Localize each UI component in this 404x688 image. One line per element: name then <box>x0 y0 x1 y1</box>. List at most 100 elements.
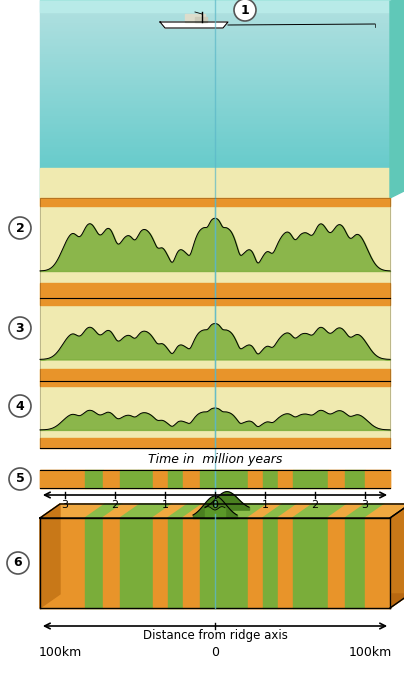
Bar <box>40 94 390 95</box>
Bar <box>40 89 390 90</box>
Bar <box>278 470 292 488</box>
Bar <box>40 47 390 48</box>
Bar <box>40 108 390 109</box>
Bar <box>40 20 390 21</box>
Bar <box>120 470 137 488</box>
Bar <box>40 146 390 147</box>
Bar <box>40 62 390 63</box>
Bar <box>40 111 390 112</box>
Bar <box>40 0 390 1</box>
Bar <box>40 141 390 142</box>
Bar <box>40 25 390 26</box>
Bar <box>263 518 278 608</box>
Bar <box>40 106 390 107</box>
Bar <box>365 470 390 488</box>
Bar <box>40 143 390 144</box>
Bar <box>40 21 390 22</box>
Bar <box>40 170 390 171</box>
Polygon shape <box>120 504 158 518</box>
Bar <box>40 190 390 191</box>
Bar <box>40 438 390 448</box>
Bar <box>40 173 390 174</box>
Bar <box>40 188 390 189</box>
Bar <box>40 189 390 190</box>
Bar <box>40 31 390 32</box>
Bar <box>40 27 390 28</box>
Bar <box>40 128 390 129</box>
Bar <box>183 470 200 488</box>
Bar <box>40 132 390 133</box>
Bar <box>328 518 345 608</box>
Bar <box>40 151 390 152</box>
Text: 5: 5 <box>16 473 24 486</box>
Bar <box>65 470 85 488</box>
Bar <box>40 168 390 198</box>
Bar <box>168 518 183 608</box>
Bar <box>40 52 390 53</box>
Bar <box>40 192 390 193</box>
Polygon shape <box>200 504 235 518</box>
Polygon shape <box>345 504 385 518</box>
Bar <box>40 99 390 100</box>
Bar <box>40 172 390 173</box>
Bar <box>120 518 137 608</box>
Text: 1: 1 <box>162 500 168 510</box>
Bar <box>40 42 390 43</box>
Bar <box>40 95 390 96</box>
Bar <box>40 518 390 608</box>
Bar <box>40 191 390 192</box>
Bar <box>40 40 390 41</box>
Bar <box>183 518 200 608</box>
Circle shape <box>234 0 256 21</box>
Bar <box>40 148 390 149</box>
Polygon shape <box>248 504 282 518</box>
Bar <box>40 156 390 157</box>
Bar <box>40 17 390 18</box>
Bar <box>40 63 390 64</box>
Bar <box>40 166 390 167</box>
Bar <box>40 9 390 10</box>
Polygon shape <box>390 504 404 608</box>
Polygon shape <box>65 504 105 518</box>
Bar <box>40 57 390 58</box>
Bar <box>40 183 390 184</box>
Bar <box>40 197 390 198</box>
Text: 100km: 100km <box>348 647 391 660</box>
Bar <box>40 98 390 99</box>
Bar <box>200 470 215 488</box>
Bar <box>40 181 390 182</box>
Text: 0: 0 <box>211 647 219 660</box>
Bar <box>248 518 263 608</box>
Bar <box>40 81 390 82</box>
Polygon shape <box>215 504 250 518</box>
Bar <box>40 43 390 44</box>
Bar <box>40 13 390 14</box>
Bar <box>40 470 65 488</box>
Text: 3: 3 <box>16 321 24 334</box>
Bar <box>40 136 390 137</box>
Bar <box>40 165 390 166</box>
Bar <box>40 41 390 42</box>
Text: 1: 1 <box>261 500 269 510</box>
Bar <box>40 381 390 448</box>
Bar <box>40 60 390 61</box>
Bar <box>168 470 183 488</box>
Bar <box>40 19 390 20</box>
Bar <box>328 470 345 488</box>
Bar <box>230 518 248 608</box>
Bar <box>40 114 390 115</box>
Bar <box>40 139 390 140</box>
Bar <box>40 176 390 177</box>
Bar <box>40 187 390 188</box>
Bar <box>40 8 390 9</box>
Polygon shape <box>40 594 404 608</box>
Bar <box>40 167 390 168</box>
Text: 3: 3 <box>362 500 368 510</box>
Bar <box>40 298 390 381</box>
Bar <box>40 7 390 8</box>
Bar <box>40 133 390 134</box>
Bar <box>278 518 292 608</box>
Bar <box>215 470 230 488</box>
Bar <box>40 179 390 180</box>
Bar <box>40 35 390 36</box>
